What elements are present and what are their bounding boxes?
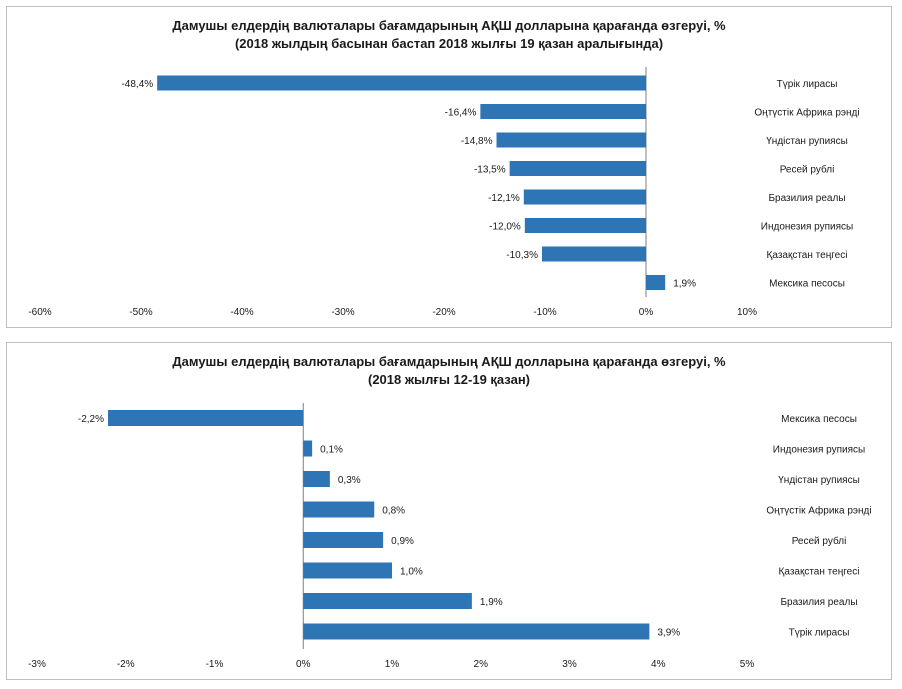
data-label: -14,8% <box>461 136 493 147</box>
chart-subtitle: (2018 жылғы 12-19 қазан) <box>367 372 531 387</box>
data-label: -16,4% <box>445 108 477 119</box>
x-tick-label: 0% <box>296 659 311 670</box>
chart-title-block: Дамушы елдердің валюталары бағамдарының … <box>7 17 891 53</box>
bar <box>509 161 646 176</box>
category-label: Индонезия рупиясы <box>761 222 853 233</box>
x-tick-label: 10% <box>737 307 757 318</box>
bar <box>496 132 646 148</box>
bar <box>303 562 392 579</box>
category-label: Бразилия реалы <box>768 193 845 204</box>
data-label: -2,2% <box>78 414 104 425</box>
data-label: 3,9% <box>657 628 680 639</box>
data-label: -12,0% <box>489 222 521 233</box>
category-label: Қазақстан теңгесі <box>767 250 848 261</box>
chart-plot-ytd: -48,4% Түрік лирасы -16,4% Оңтүстік Африка … <box>28 67 860 318</box>
category-label: Үндістан рупиясы <box>766 136 848 147</box>
x-tick-label: 2% <box>474 659 489 670</box>
category-label: Мексика песосы <box>781 414 857 425</box>
category-label: Қазақстан теңгесі <box>779 567 860 578</box>
bar <box>303 501 375 518</box>
chart-panel-week: Дамушы елдердің валюталары бағамдарының … <box>6 342 892 680</box>
category-label: Оңтүстік Африка рэнді <box>766 505 871 517</box>
data-label: 1,0% <box>400 567 423 578</box>
bar <box>480 104 646 119</box>
data-label: 0,3% <box>338 475 361 486</box>
x-tick-label: -2% <box>117 659 135 670</box>
category-label: Индонезия рупиясы <box>773 445 865 456</box>
bar <box>303 623 650 640</box>
bar <box>541 246 646 262</box>
data-label: -12,1% <box>488 193 520 204</box>
x-tick-label: -40% <box>230 307 253 318</box>
x-tick-label: 5% <box>740 659 755 670</box>
data-label: 1,9% <box>480 597 503 608</box>
bar <box>108 410 304 426</box>
data-label: -13,5% <box>474 165 506 176</box>
category-label: Оңтүстік Африка рэнді <box>754 107 859 119</box>
x-tick-label: -20% <box>432 307 455 318</box>
category-label: Мексика песосы <box>769 279 845 290</box>
data-label: 0,1% <box>320 445 343 456</box>
chart-plot-week: -2,2% Мексика песосы 0,1% Индонезия рупиясы… <box>28 403 872 670</box>
x-tick-label: -10% <box>533 307 556 318</box>
x-tick-label: -30% <box>331 307 354 318</box>
bar <box>646 275 666 290</box>
bar <box>157 75 646 91</box>
x-tick-label: -3% <box>28 659 46 670</box>
category-label: Үндістан рупиясы <box>778 475 860 486</box>
x-tick-label: -60% <box>28 307 51 318</box>
category-label: Түрік лирасы <box>777 79 838 90</box>
bar <box>303 440 313 457</box>
bar <box>523 189 646 205</box>
bar <box>303 471 330 487</box>
category-label: Бразилия реалы <box>780 597 857 608</box>
data-label: 0,8% <box>382 506 405 517</box>
bar <box>524 218 646 233</box>
data-label: -10,3% <box>506 250 538 261</box>
chart-title-block: Дамушы елдердің валюталары бағамдарының … <box>7 353 891 389</box>
data-label: 1,9% <box>673 279 696 290</box>
category-label: Ресей рублі <box>780 164 835 176</box>
chart-title: Дамушы елдердің валюталары бағамдарының … <box>172 18 726 33</box>
data-label: -48,4% <box>121 79 153 90</box>
x-tick-label: -50% <box>129 307 152 318</box>
x-tick-label: 1% <box>385 659 400 670</box>
category-label: Ресей рублі <box>792 535 847 547</box>
chart-panel-ytd: Дамушы елдердің валюталары бағамдарының … <box>6 6 892 328</box>
data-label: 0,9% <box>391 536 414 547</box>
category-label: Түрік лирасы <box>789 628 850 639</box>
x-tick-label: 0% <box>639 307 654 318</box>
x-tick-label: 4% <box>651 659 666 670</box>
x-tick-label: 3% <box>562 659 577 670</box>
chart-title: Дамушы елдердің валюталары бағамдарының … <box>172 354 726 369</box>
chart-subtitle: (2018 жылдың басынан бастап 2018 жылғы 1… <box>234 36 664 51</box>
bar <box>303 593 472 609</box>
x-tick-label: -1% <box>206 659 224 670</box>
bar <box>303 532 384 548</box>
